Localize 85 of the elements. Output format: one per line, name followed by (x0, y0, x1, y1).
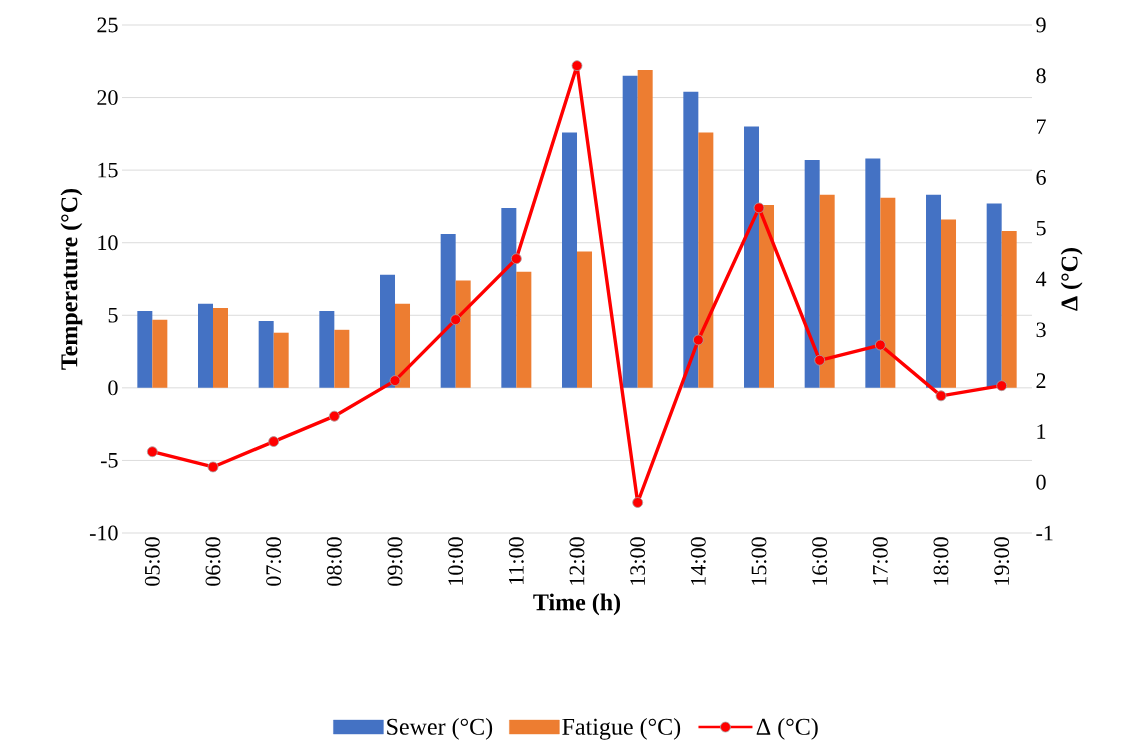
y2-tick-label: 4 (1035, 271, 1047, 287)
point (450, 314, 462, 326)
bar (637, 69, 653, 388)
x-tick-label: 10:00 (448, 537, 464, 585)
x-tick-label: 15:00 (751, 537, 767, 585)
bar (577, 251, 593, 388)
bar (516, 271, 532, 388)
x-tick-label: 16:00 (812, 537, 828, 585)
bar (440, 234, 456, 388)
y-tick-label: -5 (100, 453, 118, 468)
point (814, 354, 826, 366)
bar (380, 274, 395, 388)
x-axis-title: Time (h) (533, 593, 621, 616)
bar (455, 280, 471, 388)
bar (744, 126, 760, 388)
bar (501, 207, 517, 388)
bar (137, 310, 153, 388)
bar (319, 310, 335, 388)
y2-tick-label: 3 (1036, 322, 1046, 338)
y-tick-label: 15 (98, 162, 118, 178)
y-tick-label: 20 (97, 90, 118, 105)
point (510, 253, 522, 265)
bar (880, 197, 896, 388)
bar (258, 321, 274, 388)
bar (622, 75, 638, 388)
y-tick-label: 5 (108, 307, 118, 323)
bar (683, 91, 699, 388)
point (389, 375, 401, 386)
point (632, 497, 644, 508)
x-tick-label: 14:00 (690, 537, 706, 585)
bar (334, 329, 350, 388)
x-tick-label: 17:00 (872, 537, 888, 585)
y2-tick-label: 7 (1036, 119, 1046, 134)
y-tick-label: 10 (98, 235, 118, 251)
x-tick-label: 19:00 (994, 537, 1010, 585)
bar (819, 194, 835, 388)
point (874, 339, 886, 351)
bar (941, 219, 957, 388)
y2-tick-label: -1 (1036, 525, 1053, 541)
y2-axis-title: Δ (°C) (1060, 248, 1083, 311)
x-tick-label: 18:00 (933, 537, 949, 585)
x-tick-label: 08:00 (326, 537, 342, 586)
bar (865, 158, 881, 388)
bar (986, 203, 1002, 388)
bar (759, 204, 775, 388)
x-tick-label: 11:00 (508, 537, 524, 584)
y2-tick-label: 0 (1036, 474, 1046, 490)
point (692, 334, 704, 346)
bar (273, 332, 289, 388)
point (935, 390, 947, 402)
legend-label: Δ (°C) (756, 717, 818, 740)
y2-tick-label: 8 (1036, 68, 1046, 84)
x-tick-label: 13:00 (630, 537, 646, 585)
bar (213, 308, 228, 388)
legend-label: Fatigue (°C) (562, 717, 681, 740)
point (753, 202, 765, 214)
legend-label: Sewer (°C) (387, 717, 493, 740)
x-tick-label: 12:00 (569, 537, 585, 585)
y2-tick-label: 2 (1036, 373, 1046, 388)
bar (198, 303, 213, 388)
y2-tick-label: 6 (1036, 170, 1046, 185)
y2-tick-label: 1 (1037, 424, 1046, 439)
x-tick-label: 07:00 (266, 537, 282, 586)
x-tick-label: 09:00 (387, 537, 403, 586)
y-axis-title: Temperature (°C) (60, 188, 83, 370)
x-tick-label: 05:00 (144, 537, 160, 586)
bar (698, 132, 714, 388)
y-tick-label: -10 (89, 525, 118, 541)
point (571, 60, 583, 72)
bar (926, 194, 942, 388)
point (207, 461, 219, 473)
bar (804, 159, 820, 388)
bar (152, 319, 168, 388)
x-tick-label: 06:00 (205, 537, 221, 586)
bar (395, 303, 411, 388)
bar (562, 132, 578, 388)
bar (1001, 231, 1017, 388)
y2-tick-label: 5 (1036, 220, 1046, 236)
y-tick-label: 0 (108, 380, 118, 396)
point (996, 380, 1008, 392)
point (146, 446, 158, 458)
point (268, 436, 280, 447)
y2-tick-label: 9 (1036, 17, 1046, 33)
point (328, 410, 340, 422)
y-tick-label: 25 (97, 17, 118, 33)
